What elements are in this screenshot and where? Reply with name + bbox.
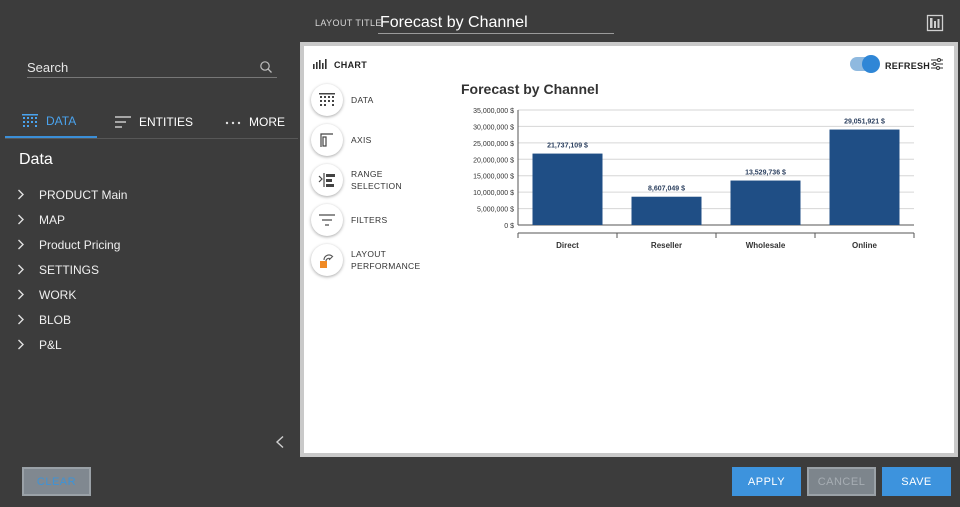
tab-data-label: DATA (46, 114, 77, 128)
axis-icon (311, 124, 343, 156)
menu-item-axis[interactable]: AXIS (311, 120, 420, 160)
tree-item-label: P&L (39, 337, 62, 352)
clear-button[interactable]: CLEAR (22, 467, 91, 496)
bar[interactable] (730, 180, 801, 225)
layout-title-input[interactable] (378, 12, 614, 34)
tree-item-label: MAP (39, 212, 66, 227)
bar-value-label: 13,529,736 $ (745, 170, 786, 177)
x-tick-label: Reseller (651, 241, 682, 250)
tab-data[interactable]: DATA (5, 106, 97, 138)
tree-item-pl[interactable]: P&L (17, 332, 127, 357)
chevron-right-icon (17, 339, 39, 350)
chart-title: Forecast by Channel (461, 81, 599, 97)
x-tick-label: Direct (556, 241, 579, 250)
chart-header-label: CHART (334, 60, 367, 70)
menu-item-label: RANGE SELECTION (351, 169, 402, 191)
chevron-left-icon[interactable] (274, 435, 286, 449)
y-tick-label: 20,000,000 $ (473, 157, 514, 164)
chevron-right-icon (17, 264, 39, 275)
tree-item-work[interactable]: WORK (17, 282, 127, 307)
x-tick-label: Online (852, 241, 877, 250)
menu-item-label: LAYOUT PERFORMANCE (351, 249, 421, 271)
chevron-right-icon (17, 189, 39, 200)
menu-item-range-selection[interactable]: RANGE SELECTION (311, 160, 420, 200)
tree-item-label: SETTINGS (39, 262, 100, 277)
data-grid-icon (22, 114, 38, 127)
tree-item-product-pricing[interactable]: Product Pricing (17, 232, 127, 257)
y-tick-label: 10,000,000 $ (473, 190, 514, 197)
y-tick-label: 30,000,000 $ (473, 124, 514, 131)
menu-item-data[interactable]: DATA (311, 80, 420, 120)
y-tick-label: 15,000,000 $ (473, 174, 514, 181)
chevron-right-icon (17, 214, 39, 225)
chevron-right-icon (17, 314, 39, 325)
settings-sliders-icon[interactable] (931, 58, 943, 70)
bar[interactable] (532, 153, 603, 225)
ellipsis-icon (225, 121, 241, 125)
y-tick-label: 5,000,000 $ (477, 207, 514, 214)
layout-panel-icon[interactable] (926, 14, 944, 32)
bar[interactable] (631, 196, 702, 225)
menu-item-label: DATA (351, 95, 374, 105)
refresh-label: REFRESH (885, 61, 931, 71)
forecast-bar-chart: Forecast by Channel 0 $ 5,000,000 $ 10,000… (461, 81, 915, 250)
bar-value-label: 29,051,921 $ (844, 119, 885, 126)
filter-icon (311, 204, 343, 236)
tree-item-blob[interactable]: BLOB (17, 307, 127, 332)
search-icon[interactable] (259, 60, 273, 74)
tree-item-label: WORK (39, 287, 77, 302)
search-box (27, 58, 277, 78)
data-tree: PRODUCT Main MAP Product Pricing SETTING… (17, 182, 127, 357)
chevron-right-icon (17, 239, 39, 250)
tree-item-map[interactable]: MAP (17, 207, 127, 232)
sidebar-tabs: DATA ENTITIES MORE (5, 106, 298, 138)
chart-options-menu: DATA AXIS RANGE SELECTION FILTERS (311, 80, 420, 280)
x-tick-label: Wholesale (746, 241, 786, 250)
menu-item-filters[interactable]: FILTERS (311, 200, 420, 240)
menu-item-label: AXIS (351, 135, 372, 145)
tabs-divider (5, 138, 298, 139)
tree-item-label: PRODUCT Main (39, 187, 128, 202)
section-title: Data (19, 151, 53, 168)
bar[interactable] (829, 129, 900, 225)
apply-button[interactable]: APPLY (732, 467, 801, 496)
bar-value-label: 21,737,109 $ (547, 143, 588, 150)
y-tick-label: 0 $ (504, 223, 514, 230)
y-tick-label: 35,000,000 $ (473, 108, 514, 115)
bar-chart-icon (313, 59, 327, 69)
toggle-knob (862, 55, 880, 73)
layout-title-label: LAYOUT TITLE (315, 18, 382, 28)
chevron-right-icon (17, 289, 39, 300)
tab-more-label: MORE (249, 115, 285, 129)
tab-entities[interactable]: ENTITIES (97, 106, 205, 138)
tree-item-product-main[interactable]: PRODUCT Main (17, 182, 127, 207)
y-tick-label: 25,000,000 $ (473, 141, 514, 148)
tree-item-settings[interactable]: SETTINGS (17, 257, 127, 282)
menu-item-label: FILTERS (351, 215, 388, 225)
tab-more[interactable]: MORE (205, 106, 298, 138)
chart-editor-panel: CHART REFRESH DATA AXIS (300, 42, 958, 457)
search-input[interactable] (27, 58, 247, 77)
tab-entities-label: ENTITIES (139, 115, 194, 129)
data-grid-icon (311, 84, 343, 116)
refresh-toggle[interactable] (850, 55, 880, 73)
chart-editor-content: CHART REFRESH DATA AXIS (304, 46, 954, 453)
menu-item-layout-performance[interactable]: LAYOUT PERFORMANCE (311, 240, 420, 280)
tree-item-label: Product Pricing (39, 237, 121, 252)
performance-icon (311, 244, 343, 276)
tree-item-label: BLOB (39, 312, 72, 327)
cancel-button[interactable]: CANCEL (807, 467, 876, 496)
bar-value-label: 8,607,049 $ (648, 186, 685, 193)
save-button[interactable]: SAVE (882, 467, 951, 496)
lines-icon (115, 116, 131, 128)
range-selection-icon (311, 164, 343, 196)
